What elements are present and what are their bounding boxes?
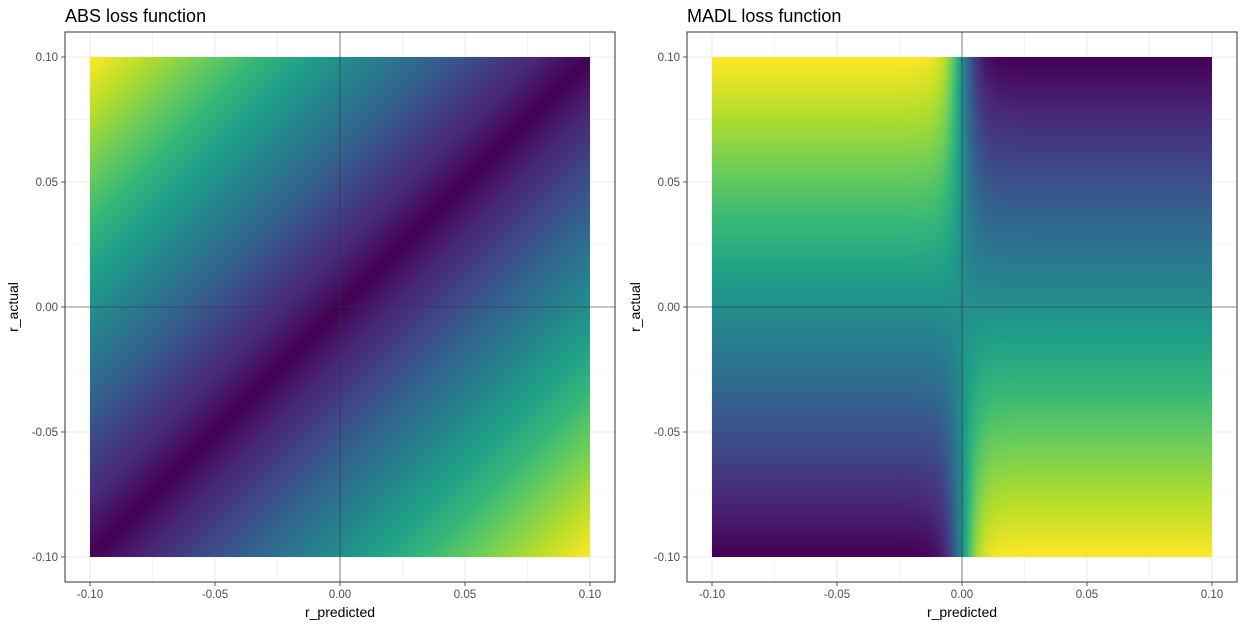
madl-y-tick-label: 0.00	[658, 302, 680, 314]
abs-y-axis-title: r_actual	[5, 282, 21, 332]
abs-y-tick-label: 0.10	[36, 52, 58, 64]
abs-x-axis: -0.10 -0.05 0.00 0.05 0.10	[77, 582, 601, 601]
madl-y-tick-label: 0.05	[658, 177, 680, 189]
abs-panel-title: ABS loss function	[65, 6, 206, 26]
madl-y-axis-title: r_actual	[627, 282, 643, 332]
abs-y-tick-label: -0.10	[32, 552, 58, 564]
abs-x-tick-label: -0.10	[77, 589, 103, 601]
madl-y-tick-label: -0.10	[654, 552, 680, 564]
madl-x-tick-label: 0.00	[951, 589, 973, 601]
madl-panel-title: MADL loss function	[687, 6, 841, 26]
madl-y-tick-label: -0.05	[654, 427, 680, 439]
abs-x-tick-label: -0.05	[202, 589, 228, 601]
madl-reference-lines	[687, 32, 1237, 582]
abs-x-tick-label: 0.05	[454, 589, 476, 601]
madl-y-axis: -0.10 -0.05 0.00 0.05 0.10	[654, 52, 687, 564]
abs-reference-lines	[65, 32, 615, 582]
madl-x-axis: -0.10 -0.05 0.00 0.05 0.10	[699, 582, 1223, 601]
abs-y-tick-label: -0.05	[32, 427, 58, 439]
madl-x-axis-title: r_predicted	[927, 604, 997, 620]
abs-y-tick-label: 0.00	[36, 302, 58, 314]
abs-x-tick-label: 0.10	[579, 589, 601, 601]
madl-y-tick-label: 0.10	[658, 52, 680, 64]
madl-x-tick-label: 0.05	[1076, 589, 1098, 601]
abs-x-tick-label: 0.00	[329, 589, 351, 601]
madl-loss-panel: MADL loss function -0.10 -0.05 0.00 0.05 0.1…	[627, 6, 1238, 620]
abs-y-axis: -0.10 -0.05 0.00 0.05 0.10	[32, 52, 65, 564]
abs-x-axis-title: r_predicted	[305, 604, 375, 620]
madl-x-tick-label: -0.05	[824, 589, 850, 601]
madl-x-tick-label: 0.10	[1201, 589, 1223, 601]
madl-x-tick-label: -0.10	[699, 589, 725, 601]
abs-loss-panel: ABS loss function -0.10 -0.05 0.00 0.05 0.10…	[5, 6, 616, 620]
abs-y-tick-label: 0.05	[36, 177, 58, 189]
